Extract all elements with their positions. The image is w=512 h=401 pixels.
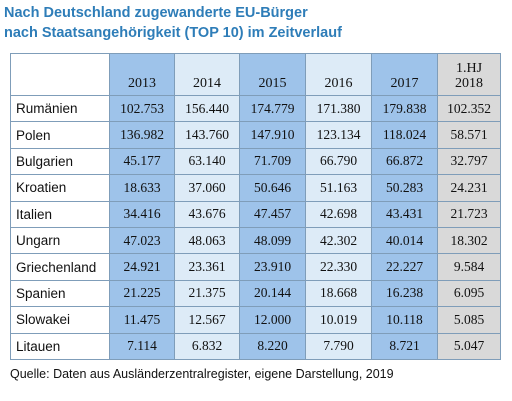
- table-cell-value: 10.118: [372, 307, 438, 334]
- table-cell-value: 50.283: [372, 175, 438, 202]
- table-cell-value: 20.144: [240, 280, 306, 308]
- table-cell-value: 58.571: [438, 122, 501, 149]
- table-cell-value: 102.352: [438, 96, 501, 123]
- header-corner-cell: [11, 54, 110, 96]
- table-cell-value: 156.440: [175, 96, 240, 123]
- table-cell-value: 147.910: [240, 122, 306, 149]
- table-cell-value: 48.099: [240, 227, 306, 255]
- table-cell-value: 23.361: [175, 254, 240, 281]
- table-cell-value: 47.457: [240, 201, 306, 228]
- data-table: 2013 2014 2015 2016 2017 1.HJ 2018 Rumänien 102…: [10, 53, 501, 360]
- table-cell-value: 6.095: [438, 280, 501, 308]
- title-line-1: Nach Deutschland zugewanderte EU-Bürger: [4, 5, 308, 21]
- column-header: 2013: [110, 54, 175, 96]
- table-cell-value: 18.668: [306, 280, 372, 308]
- table-cell-value: 71.709: [240, 148, 306, 176]
- table-cell-value: 37.060: [175, 175, 240, 202]
- table-cell-value: 50.646: [240, 175, 306, 202]
- table-cell-value: 8.721: [372, 333, 438, 360]
- column-header: 2016: [306, 54, 372, 96]
- table-cell-value: 42.302: [306, 227, 372, 255]
- page-title: Nach Deutschland zugewanderte EU-Bürger …: [4, 3, 342, 43]
- row-label-country: Griechenland: [11, 254, 110, 281]
- table-cell-value: 8.220: [240, 333, 306, 360]
- table-cell-value: 5.047: [438, 333, 501, 360]
- table-cell-value: 21.225: [110, 280, 175, 308]
- table-cell-value: 136.982: [110, 122, 175, 149]
- row-label-country: Polen: [11, 122, 110, 149]
- column-header: 1.HJ 2018: [438, 54, 501, 96]
- column-header: 2014: [175, 54, 240, 96]
- table-cell-value: 11.475: [110, 307, 175, 334]
- table-cell-value: 12.000: [240, 307, 306, 334]
- table-cell-value: 102.753: [110, 96, 175, 123]
- row-label-country: Ungarn: [11, 227, 110, 255]
- table-cell-value: 43.676: [175, 201, 240, 228]
- row-label-country: Kroatien: [11, 175, 110, 202]
- table-cell-value: 51.163: [306, 175, 372, 202]
- source-note: Quelle: Daten aus Ausländerzentralregist…: [10, 367, 394, 381]
- table-cell-value: 45.177: [110, 148, 175, 176]
- table-cell-value: 43.431: [372, 201, 438, 228]
- column-header: 2015: [240, 54, 306, 96]
- table-cell-value: 123.134: [306, 122, 372, 149]
- title-line-2: nach Staatsangehörigkeit (TOP 10) im Zei…: [4, 25, 342, 41]
- table-cell-value: 9.584: [438, 254, 501, 281]
- table-cell-value: 21.723: [438, 201, 501, 228]
- table-cell-value: 18.633: [110, 175, 175, 202]
- table-cell-value: 179.838: [372, 96, 438, 123]
- table-cell-value: 174.779: [240, 96, 306, 123]
- table-cell-value: 7.790: [306, 333, 372, 360]
- table-cell-value: 22.330: [306, 254, 372, 281]
- row-label-country: Bulgarien: [11, 148, 110, 176]
- table-cell-value: 66.790: [306, 148, 372, 176]
- table-cell-value: 143.760: [175, 122, 240, 149]
- table-cell-value: 42.698: [306, 201, 372, 228]
- table-cell-value: 48.063: [175, 227, 240, 255]
- table-cell-value: 47.023: [110, 227, 175, 255]
- table-cell-value: 22.227: [372, 254, 438, 281]
- table-cell-value: 24.231: [438, 175, 501, 202]
- table-cell-value: 118.024: [372, 122, 438, 149]
- table-cell-value: 7.114: [110, 333, 175, 360]
- table-cell-value: 5.085: [438, 307, 501, 334]
- row-label-country: Rumänien: [11, 96, 110, 123]
- table-cell-value: 16.238: [372, 280, 438, 308]
- table-cell-value: 63.140: [175, 148, 240, 176]
- table-cell-value: 18.302: [438, 227, 501, 255]
- table-cell-value: 32.797: [438, 148, 501, 176]
- column-header: 2017: [372, 54, 438, 96]
- table-cell-value: 10.019: [306, 307, 372, 334]
- table-cell-value: 40.014: [372, 227, 438, 255]
- table-cell-value: 23.910: [240, 254, 306, 281]
- table-cell-value: 6.832: [175, 333, 240, 360]
- table-cell-value: 34.416: [110, 201, 175, 228]
- table-cell-value: 171.380: [306, 96, 372, 123]
- table-cell-value: 12.567: [175, 307, 240, 334]
- row-label-country: Spanien: [11, 280, 110, 308]
- row-label-country: Slowakei: [11, 307, 110, 334]
- row-label-country: Litauen: [11, 333, 110, 360]
- table-cell-value: 24.921: [110, 254, 175, 281]
- row-label-country: Italien: [11, 201, 110, 228]
- table-cell-value: 21.375: [175, 280, 240, 308]
- table-cell-value: 66.872: [372, 148, 438, 176]
